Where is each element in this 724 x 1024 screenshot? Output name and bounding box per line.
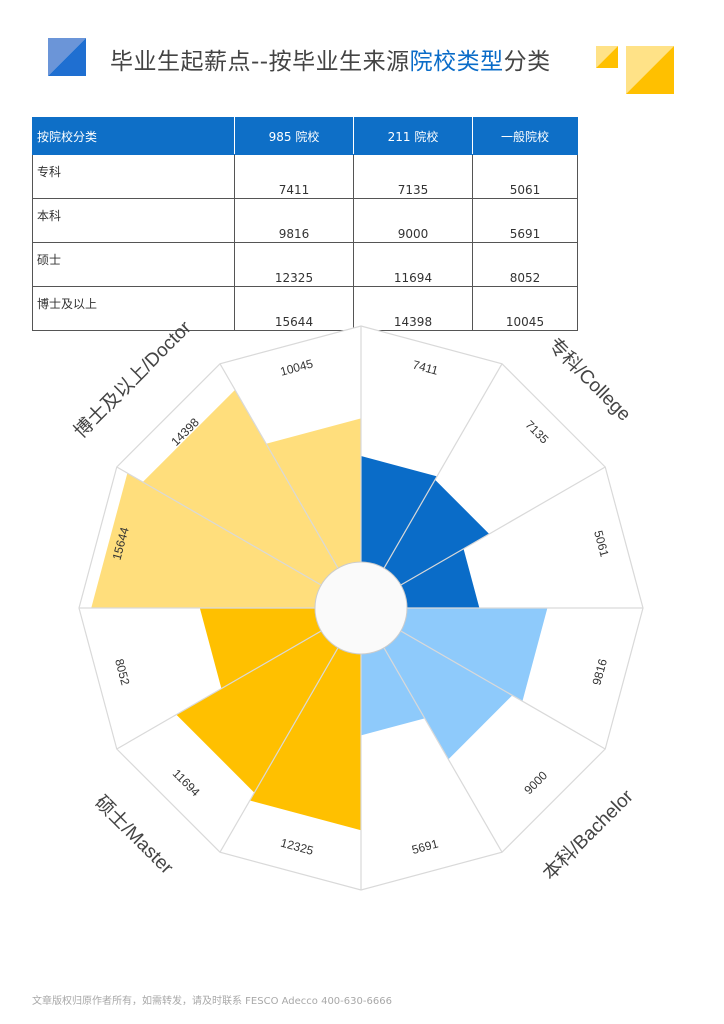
chart-bar [384, 631, 513, 760]
table-row: 硕士 12325 11694 8052 [32, 242, 578, 287]
page-title: 毕业生起薪点--按毕业生来源院校类型分类 [110, 42, 551, 76]
table-row: 博士及以上 15644 14398 10045 [32, 286, 578, 331]
table-row: 专科 7411 7135 5061 [32, 154, 578, 199]
salary-table: 按院校分类 985 院校 211 院校 一般院校 专科 7411 7135 50… [32, 117, 578, 331]
chart-spoke [116, 630, 322, 750]
table-cell: 11694 [353, 242, 473, 287]
chart-spoke [383, 363, 503, 569]
table-cell: 15644 [234, 286, 354, 331]
chart-bar [400, 548, 480, 608]
table-cell: 9000 [353, 198, 473, 243]
chart-bar [91, 473, 322, 608]
chart-bar [384, 479, 490, 585]
table-cell: 7135 [353, 154, 473, 199]
chart-value-label: 5691 [410, 836, 440, 857]
table-cell: 5691 [472, 198, 578, 243]
table-cell-category: 专科 [32, 154, 235, 199]
chart-bar [361, 456, 437, 569]
title-text-pre: 毕业生起薪点--按毕业生来源 [110, 49, 410, 75]
chart-value-label: 8052 [112, 657, 133, 687]
decor-yellow-big-square-icon [626, 46, 674, 94]
chart-bar [249, 647, 361, 831]
chart-spoke [219, 363, 339, 569]
table-header-general: 一般院校 [472, 117, 578, 155]
chart-spoke [383, 647, 503, 853]
chart-group-label: 专科/College [544, 334, 636, 426]
chart-center-hole [314, 561, 408, 655]
table-header-985: 985 院校 [234, 117, 354, 155]
chart-bar [266, 418, 361, 569]
table-cell: 12325 [234, 242, 354, 287]
polar-bar-chart: 7411713550619816900056911232511694805215… [70, 316, 644, 891]
title-text-post: 分类 [503, 49, 551, 75]
chart-bar [176, 631, 338, 793]
table-cell-category: 本科 [32, 198, 235, 243]
table-cell: 10045 [472, 286, 578, 331]
table-cell-category: 博士及以上 [32, 286, 235, 331]
decor-yellow-small-square-icon [596, 46, 618, 68]
table-header-211: 211 院校 [353, 117, 473, 155]
table-cell: 9816 [234, 198, 354, 243]
chart-spoke [116, 466, 322, 586]
chart-value-label: 7411 [411, 358, 440, 378]
chart-bar [142, 389, 338, 585]
table-header-row: 按院校分类 985 院校 211 院校 一般院校 [32, 117, 578, 155]
footer-copyright: 文章版权归原作者所有，如需转发，请及时联系 FESCO Adecco 400-6… [32, 996, 392, 1007]
chart-bar [361, 647, 425, 736]
table-cell-category: 硕士 [32, 242, 235, 287]
chart-value-label: 5061 [591, 529, 612, 559]
decor-blue-square-icon [48, 38, 86, 76]
chart-group-label: 硕士/Master [90, 791, 178, 879]
table-cell: 7411 [234, 154, 354, 199]
table-header-category: 按院校分类 [32, 117, 235, 155]
chart-value-label: 9816 [590, 657, 611, 687]
chart-spoke [219, 647, 339, 853]
table-cell: 14398 [353, 286, 473, 331]
table-cell: 5061 [472, 154, 578, 199]
table-row: 本科 9816 9000 5691 [32, 198, 578, 243]
table-cell: 8052 [472, 242, 578, 287]
title-text-highlight: 院校类型 [409, 49, 504, 75]
chart-bar [199, 608, 322, 689]
chart-spoke [400, 466, 606, 586]
chart-spoke [400, 630, 606, 750]
chart-bar [400, 608, 548, 702]
